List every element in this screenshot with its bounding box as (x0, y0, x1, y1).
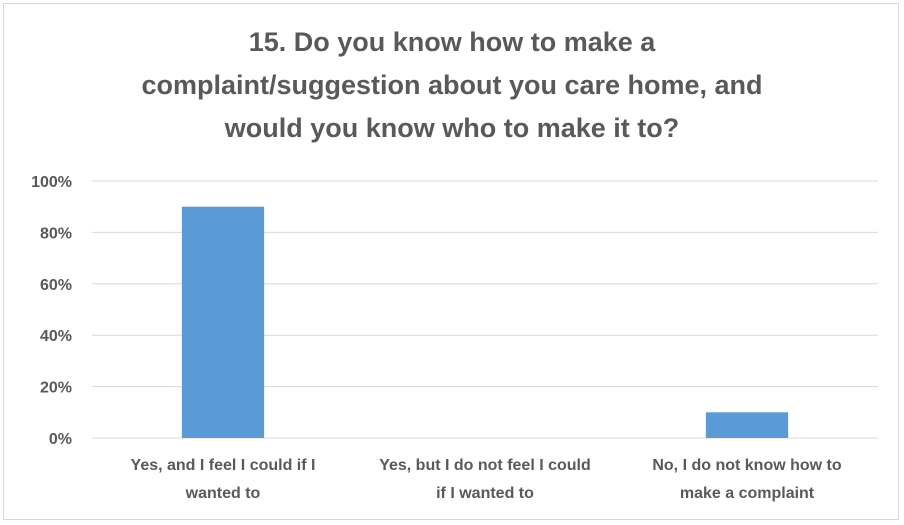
chart-title-line-3: would you know who to make it to? (224, 113, 680, 143)
chart-frame: 15. Do you know how to make a complaint/… (3, 3, 899, 520)
y-tick-label: 20% (40, 380, 72, 397)
y-tick-label: 0% (49, 431, 72, 448)
chart-title-line-2: complaint/suggestion about you care home… (141, 70, 762, 100)
chart-title-line-1: 15. Do you know how to make a (249, 27, 657, 57)
y-tick-label: 100% (31, 174, 72, 191)
y-axis-ticks: 0% 20% 40% 60% 80% 100% (31, 174, 72, 448)
category-label: No, I do not know how to (652, 457, 842, 474)
category-label: make a complaint (680, 485, 815, 502)
category-label: if I wanted to (436, 485, 534, 502)
x-axis-categories: Yes, and I feel I could if I wanted to Yes… (131, 457, 842, 502)
bar-chart: 15. Do you know how to make a complaint/… (31, 27, 878, 502)
chart-title: 15. Do you know how to make a complaint/… (141, 27, 762, 143)
y-tick-label: 40% (40, 328, 72, 345)
y-tick-label: 80% (40, 225, 72, 242)
category-label: Yes, but I do not feel I could (379, 457, 591, 474)
bar-3 (705, 412, 789, 438)
category-label: wanted to (185, 485, 261, 502)
y-tick-label: 60% (40, 277, 72, 294)
category-label: Yes, and I feel I could if I (131, 457, 316, 474)
bar-1 (181, 206, 265, 438)
bars (181, 206, 789, 438)
